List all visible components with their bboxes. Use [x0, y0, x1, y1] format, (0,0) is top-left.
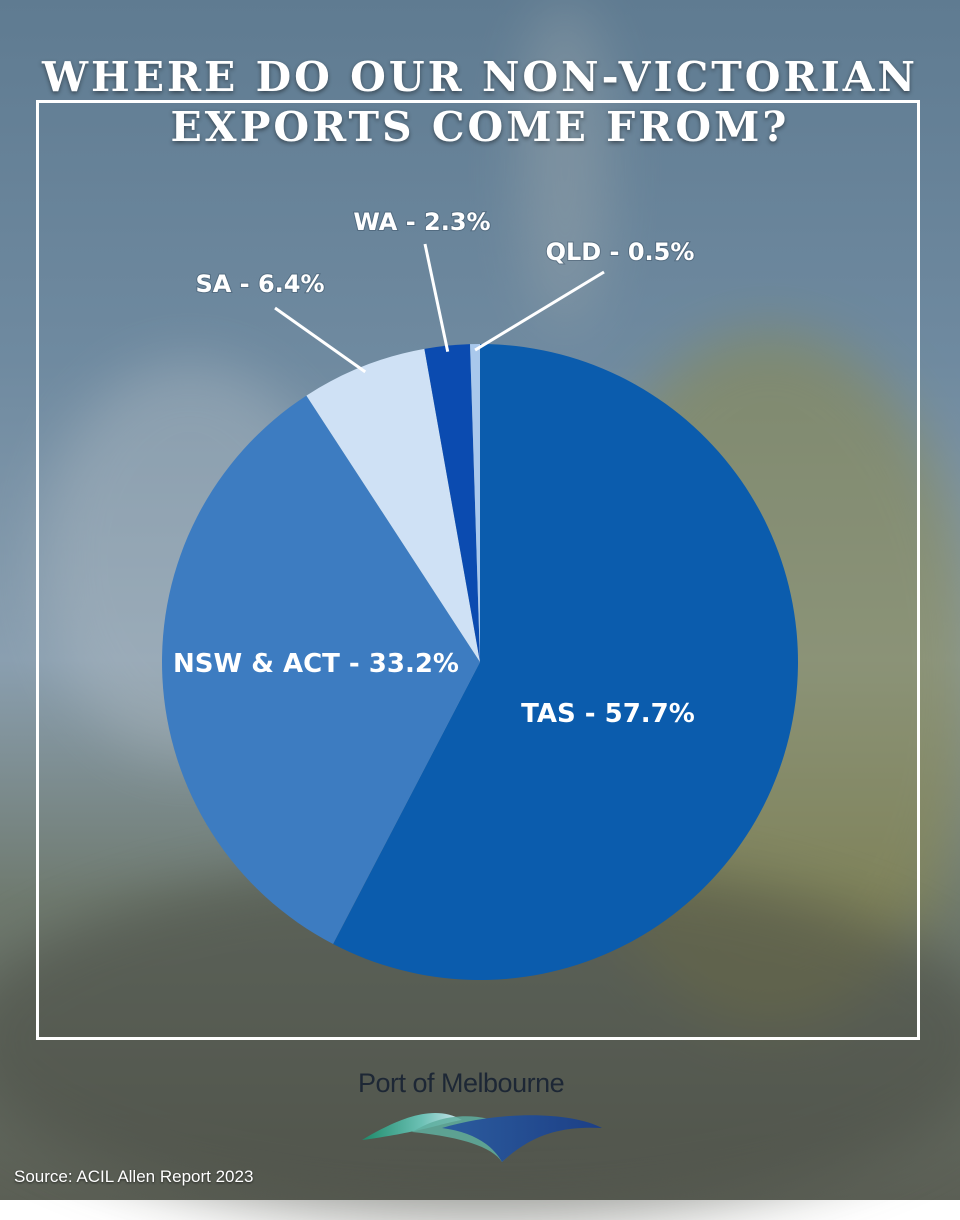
- title-line-2: EXPORTS COME FROM?: [170, 103, 790, 151]
- logo-wave-icon: [362, 1112, 602, 1162]
- data-label-tas: TAS - 57.7%: [521, 699, 695, 729]
- background-blur-crane: [520, 0, 610, 330]
- port-of-melbourne-logo: Port of Melbourne: [352, 1062, 612, 1167]
- leader-line-wa: [423, 243, 450, 352]
- pie-slice-tas: [333, 344, 798, 980]
- pie-slice-nsw-act: [162, 395, 481, 945]
- data-label-nsw-act: NSW & ACT - 33.2%: [173, 649, 459, 679]
- chart-title: WHERE DO OUR NON-VICTORIAN EXPORTS COME …: [0, 52, 960, 152]
- data-label-sa: SA - 6.4%: [195, 270, 324, 298]
- leader-line-sa: [274, 306, 367, 374]
- title-line-1: WHERE DO OUR NON-VICTORIAN: [41, 53, 919, 101]
- pie-slice-wa: [424, 344, 480, 662]
- leader-line-qld: [474, 270, 605, 352]
- pie-slice-qld: [470, 344, 480, 662]
- data-label-wa: WA - 2.3%: [353, 208, 490, 236]
- logo-text: Port of Melbourne: [358, 1068, 565, 1098]
- white-frame: [36, 100, 920, 1040]
- data-label-qld: QLD - 0.5%: [546, 238, 695, 266]
- pie-slice-sa: [306, 348, 480, 662]
- source-note: Source: ACIL Allen Report 2023: [14, 1167, 254, 1186]
